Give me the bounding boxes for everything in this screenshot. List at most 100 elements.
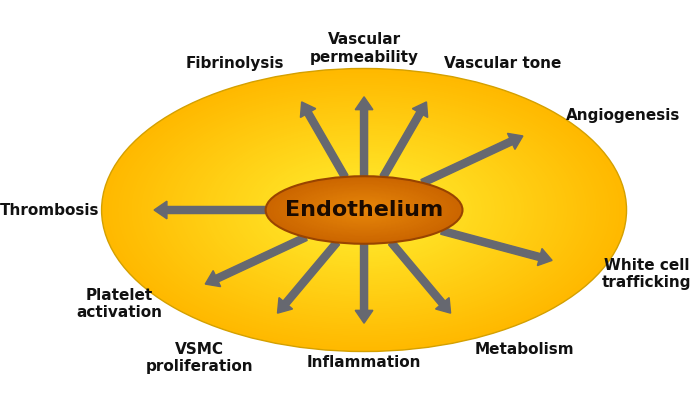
- Ellipse shape: [118, 77, 610, 343]
- Ellipse shape: [318, 185, 410, 235]
- Text: Fibrinolysis: Fibrinolysis: [185, 57, 284, 72]
- Ellipse shape: [275, 162, 453, 258]
- Ellipse shape: [102, 68, 626, 352]
- FancyArrow shape: [389, 240, 450, 313]
- Ellipse shape: [230, 138, 498, 282]
- FancyArrow shape: [380, 102, 428, 179]
- Ellipse shape: [318, 194, 411, 226]
- Ellipse shape: [207, 125, 522, 295]
- Ellipse shape: [334, 194, 394, 226]
- Ellipse shape: [356, 208, 372, 212]
- Ellipse shape: [273, 179, 455, 241]
- Text: Metabolism: Metabolism: [475, 342, 574, 357]
- Ellipse shape: [334, 200, 394, 220]
- Ellipse shape: [161, 101, 567, 319]
- Ellipse shape: [194, 118, 535, 302]
- Ellipse shape: [134, 86, 594, 334]
- Ellipse shape: [310, 191, 418, 229]
- Ellipse shape: [151, 95, 577, 325]
- Ellipse shape: [351, 203, 377, 217]
- Ellipse shape: [141, 90, 588, 330]
- Ellipse shape: [275, 179, 453, 241]
- Ellipse shape: [269, 159, 459, 261]
- Ellipse shape: [108, 72, 620, 348]
- Text: Thrombosis: Thrombosis: [0, 203, 100, 217]
- Ellipse shape: [352, 206, 376, 214]
- Ellipse shape: [239, 143, 489, 277]
- Ellipse shape: [181, 111, 548, 309]
- Ellipse shape: [328, 190, 400, 230]
- Ellipse shape: [219, 132, 509, 288]
- Ellipse shape: [138, 88, 590, 332]
- Ellipse shape: [329, 198, 399, 222]
- Text: Platelet
activation: Platelet activation: [76, 288, 163, 320]
- FancyArrow shape: [154, 201, 266, 219]
- Text: White cell
trafficking: White cell trafficking: [602, 258, 691, 290]
- FancyArrow shape: [300, 102, 348, 179]
- Ellipse shape: [332, 199, 396, 221]
- Ellipse shape: [190, 116, 538, 304]
- Ellipse shape: [312, 192, 416, 228]
- FancyArrow shape: [421, 133, 523, 186]
- Ellipse shape: [325, 197, 403, 223]
- Ellipse shape: [105, 70, 623, 350]
- Ellipse shape: [354, 207, 374, 213]
- Ellipse shape: [157, 98, 571, 322]
- Text: Inflammation: Inflammation: [307, 355, 421, 370]
- Ellipse shape: [233, 139, 495, 281]
- Ellipse shape: [300, 188, 428, 232]
- Ellipse shape: [210, 127, 518, 293]
- Ellipse shape: [278, 180, 450, 240]
- Ellipse shape: [197, 120, 531, 300]
- Ellipse shape: [147, 93, 581, 327]
- FancyArrow shape: [206, 234, 307, 287]
- Ellipse shape: [340, 201, 389, 219]
- Ellipse shape: [331, 193, 397, 228]
- Ellipse shape: [200, 122, 528, 298]
- Ellipse shape: [128, 83, 600, 337]
- FancyArrow shape: [355, 244, 373, 323]
- Ellipse shape: [305, 178, 423, 242]
- Ellipse shape: [131, 84, 597, 336]
- Ellipse shape: [243, 144, 486, 276]
- Ellipse shape: [308, 180, 420, 240]
- Ellipse shape: [298, 187, 430, 233]
- Text: Angiogenesis: Angiogenesis: [566, 108, 680, 123]
- Ellipse shape: [177, 109, 551, 311]
- Ellipse shape: [292, 171, 436, 249]
- Ellipse shape: [290, 185, 438, 235]
- Ellipse shape: [295, 186, 433, 234]
- Ellipse shape: [311, 182, 417, 239]
- Ellipse shape: [170, 106, 558, 314]
- Ellipse shape: [289, 169, 439, 251]
- Ellipse shape: [361, 208, 367, 212]
- Ellipse shape: [307, 190, 421, 230]
- Ellipse shape: [282, 166, 446, 254]
- Ellipse shape: [203, 123, 525, 297]
- Ellipse shape: [279, 164, 449, 256]
- Ellipse shape: [111, 74, 617, 346]
- Ellipse shape: [285, 183, 443, 237]
- Ellipse shape: [295, 173, 433, 247]
- Ellipse shape: [327, 197, 401, 223]
- Ellipse shape: [266, 176, 462, 244]
- Ellipse shape: [167, 104, 561, 316]
- Ellipse shape: [253, 150, 475, 270]
- Ellipse shape: [322, 196, 406, 224]
- Ellipse shape: [217, 130, 511, 290]
- Ellipse shape: [338, 196, 390, 224]
- Ellipse shape: [121, 79, 607, 341]
- Text: Endothelium: Endothelium: [285, 200, 443, 220]
- Ellipse shape: [337, 201, 391, 219]
- Ellipse shape: [144, 92, 584, 328]
- Ellipse shape: [271, 178, 457, 242]
- Ellipse shape: [246, 147, 482, 274]
- Ellipse shape: [285, 168, 443, 252]
- Ellipse shape: [302, 176, 426, 244]
- Ellipse shape: [164, 102, 564, 318]
- Ellipse shape: [341, 198, 387, 222]
- Ellipse shape: [288, 184, 440, 236]
- Text: Vascular
permeability: Vascular permeability: [309, 32, 419, 65]
- FancyArrow shape: [355, 97, 373, 176]
- Ellipse shape: [226, 136, 502, 284]
